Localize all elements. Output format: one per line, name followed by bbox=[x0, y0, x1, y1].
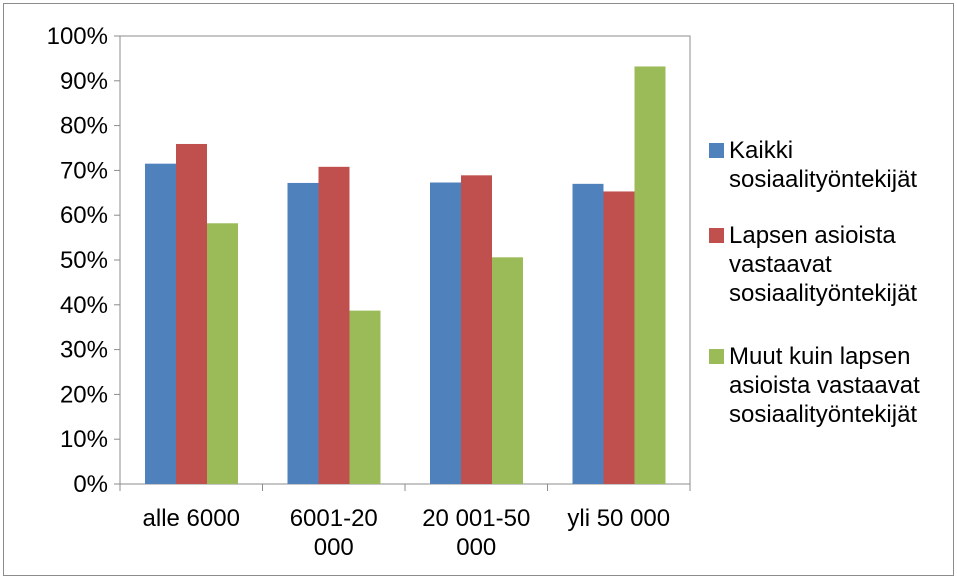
legend-label: Muut kuin lapsen asioista vastaavat sosiaa… bbox=[729, 343, 920, 428]
bar bbox=[318, 166, 350, 485]
legend-swatch bbox=[709, 349, 724, 364]
y-tick-label: 100% bbox=[47, 23, 108, 50]
bar bbox=[430, 182, 461, 484]
bar bbox=[572, 183, 604, 484]
bar bbox=[207, 223, 238, 485]
legend-swatch bbox=[709, 228, 724, 243]
bar bbox=[176, 143, 207, 484]
y-tick-label: 10% bbox=[60, 426, 108, 453]
y-tick-label: 0% bbox=[73, 471, 108, 498]
y-axis: 0% 10% 20% 30% 40% 50% 60% 70% 80% 90% 100% bbox=[47, 23, 121, 498]
y-tick-label: 70% bbox=[60, 157, 108, 184]
y-tick-label: 30% bbox=[60, 337, 108, 364]
x-category-label: yli 50 000 bbox=[567, 505, 670, 532]
y-tick-label: 50% bbox=[60, 247, 108, 274]
bar bbox=[287, 182, 319, 484]
y-tick-label: 90% bbox=[60, 68, 108, 95]
x-axis: alle 6000 6001-20 000 20 001-50 000 yli 50 00… bbox=[119, 483, 691, 561]
x-category-label: alle 6000 bbox=[143, 505, 240, 532]
y-tick-label: 60% bbox=[60, 202, 108, 229]
legend-label: Lapsen asioista vastaavat sosiaalityönteki… bbox=[729, 222, 917, 307]
legend-label: Kaikki sosiaalityöntekijät bbox=[729, 137, 917, 193]
bar bbox=[634, 66, 666, 485]
bar bbox=[461, 175, 492, 484]
y-tick-label: 20% bbox=[60, 381, 108, 408]
y-tick-label: 40% bbox=[60, 292, 108, 319]
bar bbox=[349, 310, 381, 484]
x-category-label: 20 001-50 000 bbox=[422, 505, 530, 561]
legend-swatch bbox=[709, 143, 724, 158]
bar bbox=[603, 191, 635, 484]
y-tick-label: 80% bbox=[60, 113, 108, 140]
bar bbox=[145, 163, 176, 484]
bar bbox=[492, 257, 523, 484]
bars bbox=[145, 66, 666, 485]
legend: Kaikki sosiaalityöntekijät Lapsen asioista… bbox=[709, 137, 920, 428]
x-category-label: 6001-20 000 bbox=[290, 505, 378, 561]
